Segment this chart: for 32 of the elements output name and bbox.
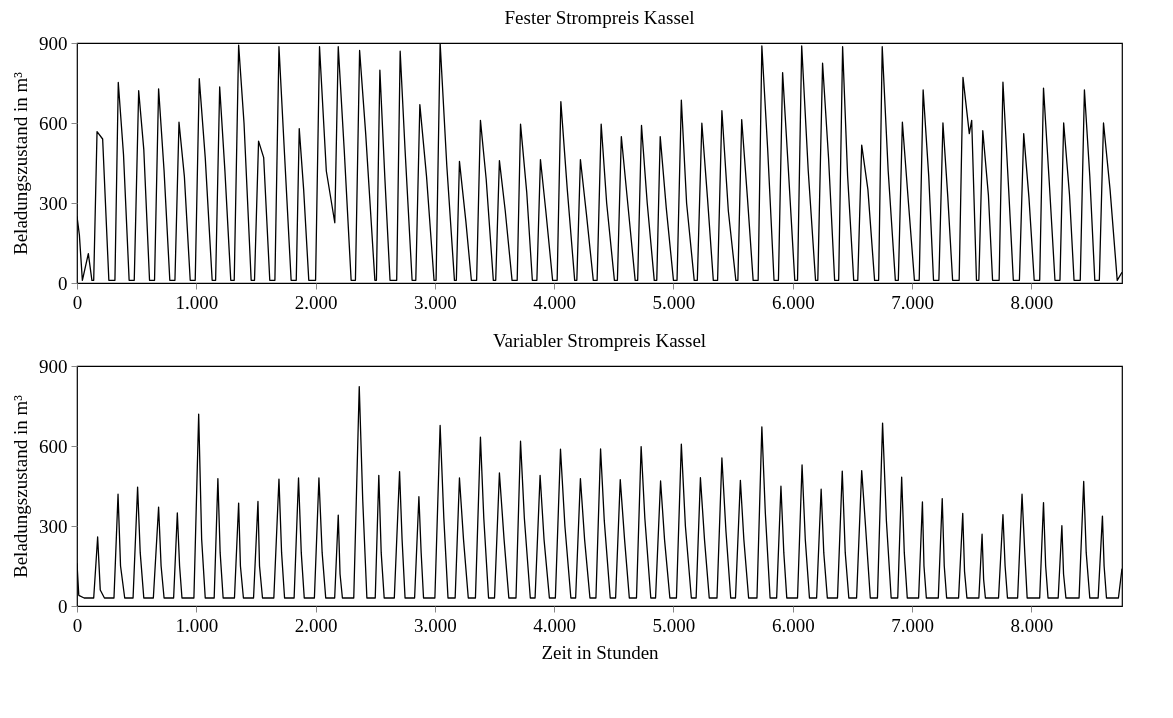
x-tick-label: 3.000: [414, 614, 457, 636]
x-tick-label: 2.000: [294, 614, 338, 636]
x-tick-label: 7.000: [891, 614, 934, 636]
x-tick-label: 4.000: [533, 291, 577, 313]
x-tick-label: 6.000: [771, 291, 815, 313]
chart-title: Fester Strompreis Kassel: [504, 7, 695, 28]
y-tick-label: 900: [39, 355, 68, 377]
x-tick-label: 3.000: [414, 291, 457, 313]
x-axis-title: Zeit in Stunden: [541, 641, 660, 663]
x-tick-label: 8.000: [1010, 614, 1054, 636]
x-tick-label: 0: [72, 291, 83, 313]
x-tick-label: 8.000: [1010, 291, 1054, 313]
x-tick-label: 5.000: [652, 614, 696, 636]
x-tick-label: 2.000: [294, 291, 338, 313]
x-tick-label: 5.000: [652, 291, 696, 313]
y-tick-label: 300: [39, 515, 68, 537]
y-axis-title: Beladungszustand in m³: [10, 394, 31, 579]
y-tick-label: 900: [39, 32, 68, 54]
y-tick-label: 600: [39, 435, 68, 457]
x-tick-label: 4.000: [533, 614, 577, 636]
line-series: [77, 43, 1122, 281]
y-tick-label: 600: [39, 112, 68, 134]
x-tick-label: 0: [72, 614, 83, 636]
y-tick-label: 0: [58, 272, 68, 294]
y-tick-label: 0: [58, 595, 68, 617]
x-tick-label: 6.000: [771, 614, 815, 636]
chart-title: Variabler Strompreis Kassel: [492, 330, 707, 351]
y-axis-title: Beladungszustand in m³: [10, 71, 31, 256]
x-tick-label: 7.000: [891, 291, 934, 313]
x-tick-label: 1.000: [175, 614, 219, 636]
x-tick-label: 1.000: [175, 291, 219, 313]
y-tick-label: 300: [39, 192, 68, 214]
